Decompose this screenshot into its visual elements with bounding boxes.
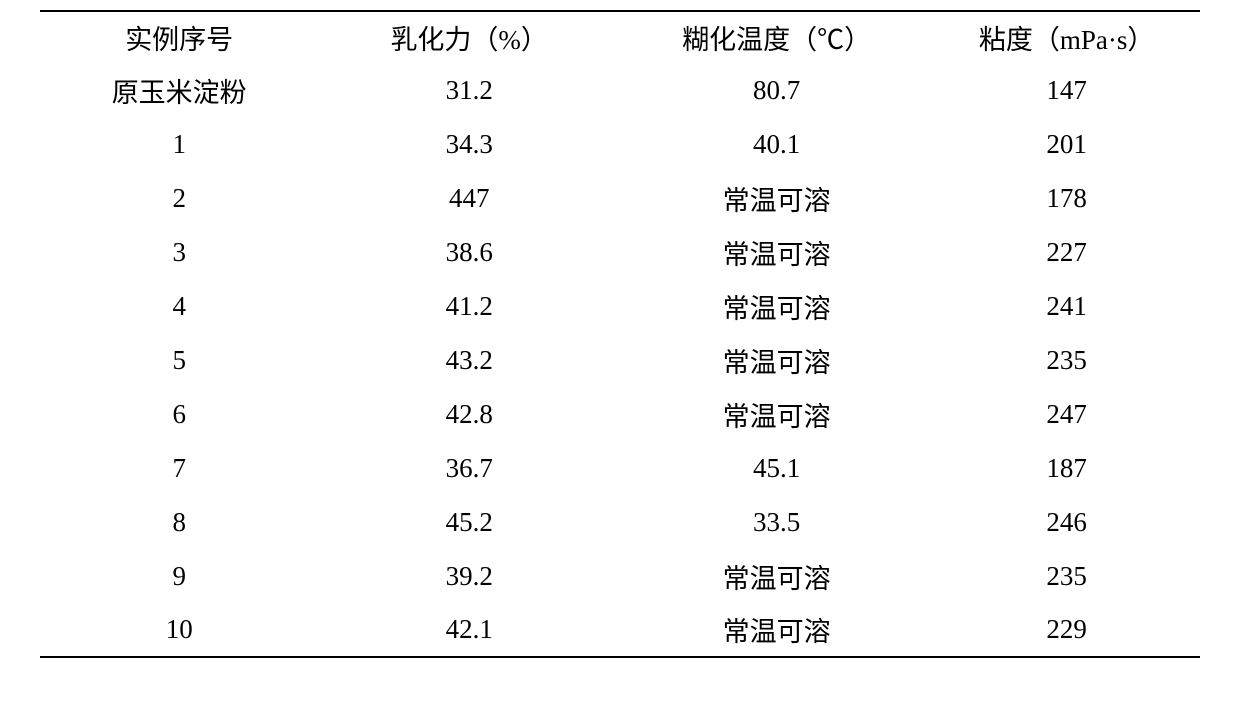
cell-emulsifying: 42.8 [318,387,620,441]
cell-gel-temp: 常温可溶 [620,225,933,279]
cell-gel-temp: 常温可溶 [620,603,933,657]
cell-emulsifying: 36.7 [318,441,620,495]
cell-sample-id: 8 [40,495,318,549]
table-row: 8 45.2 33.5 246 [40,495,1200,549]
table-row: 原玉米淀粉 31.2 80.7 147 [40,63,1200,117]
cell-viscosity: 241 [933,279,1200,333]
cell-sample-id: 9 [40,549,318,603]
table-row: 10 42.1 常温可溶 229 [40,603,1200,657]
cell-gel-temp: 80.7 [620,63,933,117]
cell-viscosity: 235 [933,333,1200,387]
cell-emulsifying: 447 [318,171,620,225]
cell-sample-id: 7 [40,441,318,495]
cell-emulsifying: 42.1 [318,603,620,657]
cell-viscosity: 247 [933,387,1200,441]
cell-sample-id: 6 [40,387,318,441]
cell-sample-id: 1 [40,117,318,171]
col-header-2: 糊化温度（℃） [620,11,933,63]
cell-sample-id: 原玉米淀粉 [40,63,318,117]
col-header-3: 粘度（mPa·s） [933,11,1200,63]
cell-emulsifying: 41.2 [318,279,620,333]
cell-viscosity: 187 [933,441,1200,495]
cell-gel-temp: 33.5 [620,495,933,549]
data-table: 实例序号 乳化力（%） 糊化温度（℃） 粘度（mPa·s） 原玉米淀粉 31.2… [40,10,1200,658]
cell-gel-temp: 45.1 [620,441,933,495]
table-row: 3 38.6 常温可溶 227 [40,225,1200,279]
cell-gel-temp: 常温可溶 [620,171,933,225]
table-row: 6 42.8 常温可溶 247 [40,387,1200,441]
cell-sample-id: 4 [40,279,318,333]
col-header-0: 实例序号 [40,11,318,63]
cell-viscosity: 229 [933,603,1200,657]
cell-viscosity: 235 [933,549,1200,603]
cell-gel-temp: 常温可溶 [620,333,933,387]
col-header-1: 乳化力（%） [318,11,620,63]
cell-gel-temp: 常温可溶 [620,387,933,441]
cell-emulsifying: 39.2 [318,549,620,603]
table-row: 9 39.2 常温可溶 235 [40,549,1200,603]
cell-sample-id: 2 [40,171,318,225]
cell-gel-temp: 常温可溶 [620,549,933,603]
table-row: 7 36.7 45.1 187 [40,441,1200,495]
table-row: 4 41.2 常温可溶 241 [40,279,1200,333]
table-header-row: 实例序号 乳化力（%） 糊化温度（℃） 粘度（mPa·s） [40,11,1200,63]
cell-sample-id: 5 [40,333,318,387]
cell-emulsifying: 38.6 [318,225,620,279]
cell-emulsifying: 31.2 [318,63,620,117]
cell-sample-id: 10 [40,603,318,657]
table-container: 实例序号 乳化力（%） 糊化温度（℃） 粘度（mPa·s） 原玉米淀粉 31.2… [0,0,1240,678]
cell-gel-temp: 常温可溶 [620,279,933,333]
table-row: 1 34.3 40.1 201 [40,117,1200,171]
cell-emulsifying: 34.3 [318,117,620,171]
table-row: 5 43.2 常温可溶 235 [40,333,1200,387]
cell-viscosity: 201 [933,117,1200,171]
cell-viscosity: 227 [933,225,1200,279]
table-row: 2 447 常温可溶 178 [40,171,1200,225]
cell-gel-temp: 40.1 [620,117,933,171]
cell-viscosity: 178 [933,171,1200,225]
cell-sample-id: 3 [40,225,318,279]
cell-viscosity: 147 [933,63,1200,117]
cell-emulsifying: 43.2 [318,333,620,387]
cell-viscosity: 246 [933,495,1200,549]
cell-emulsifying: 45.2 [318,495,620,549]
